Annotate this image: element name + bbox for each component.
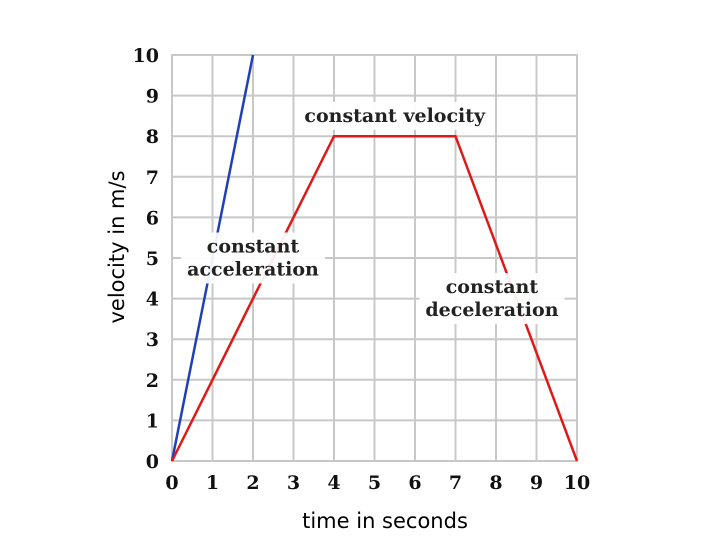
y-tick-label: 2: [146, 370, 159, 392]
x-tick-label: 7: [449, 472, 462, 494]
y-tick-label: 9: [146, 86, 159, 108]
annotation-background: [419, 273, 565, 325]
x-tick-label: 4: [327, 472, 340, 494]
y-tick-label: 8: [146, 126, 159, 148]
x-tick-labels: 0 1 2 3 4 5 6 7 8 9 10: [165, 472, 590, 494]
annotation-text: constant: [207, 236, 300, 258]
x-tick-label: 2: [246, 472, 259, 494]
x-tick-label: 0: [165, 472, 178, 494]
annotation-text: deceleration: [425, 299, 558, 321]
y-tick-label: 0: [146, 451, 159, 473]
y-tick-label: 7: [146, 167, 159, 189]
x-axis-title: time in seconds: [302, 509, 468, 533]
x-tick-label: 10: [564, 472, 590, 494]
x-tick-label: 6: [408, 472, 421, 494]
x-tick-label: 3: [287, 472, 300, 494]
annotation-text: acceleration: [187, 259, 319, 281]
y-tick-label: 10: [133, 45, 159, 67]
x-tick-label: 8: [489, 472, 502, 494]
y-tick-labels: 0 1 2 3 4 5 6 7 8 9 10: [133, 45, 159, 473]
annotation-text: constant: [446, 276, 539, 298]
annotation-background: [181, 232, 326, 284]
annotation-label-0: constant velocity: [298, 101, 493, 130]
annotation-background: [298, 101, 493, 130]
x-tick-label: 9: [530, 472, 543, 494]
y-tick-label: 1: [146, 410, 159, 432]
y-tick-label: 5: [146, 248, 159, 270]
annotation-text: constant velocity: [304, 105, 486, 127]
annotations: constant velocityconstantaccelerationcon…: [181, 101, 565, 325]
x-tick-label: 1: [206, 472, 219, 494]
y-tick-label: 4: [146, 289, 159, 311]
y-tick-label: 3: [146, 329, 159, 351]
y-tick-label: 6: [146, 207, 159, 229]
y-axis-title: velocity in m/s: [105, 170, 129, 323]
x-tick-label: 5: [368, 472, 381, 494]
